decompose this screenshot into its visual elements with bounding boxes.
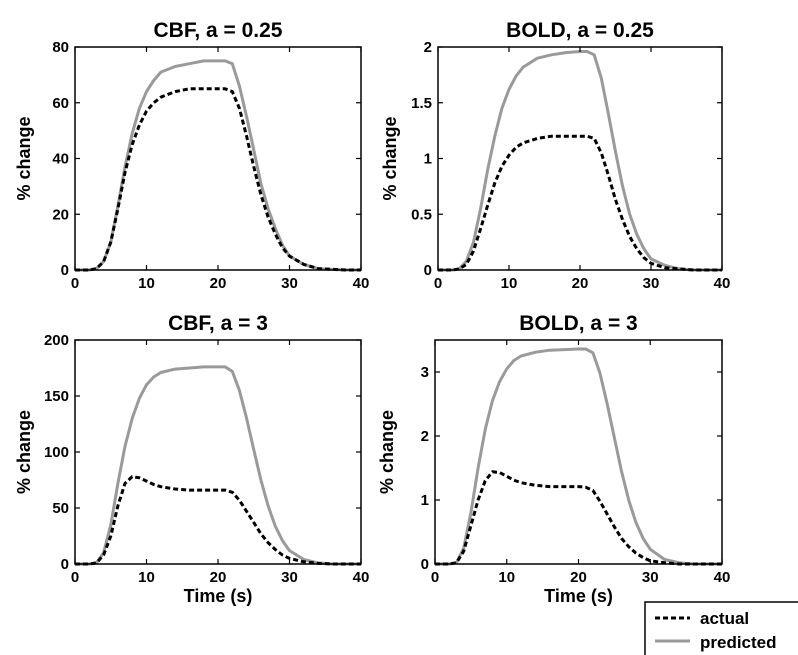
x-tick-label: 10 <box>498 569 515 586</box>
y-tick-label: 0 <box>421 556 429 573</box>
legend-predicted-label: predicted <box>700 633 777 652</box>
x-tick-label: 30 <box>642 569 659 586</box>
x-tick-label: 0 <box>434 275 442 292</box>
x-tick-label: 10 <box>138 569 155 586</box>
plot-frame <box>74 46 362 271</box>
chart-panel-1: 0 10 20 30 40 0 20 40 60 80 CBF, a = 0.25 % change <box>14 19 369 292</box>
y-tick-label: 100 <box>44 444 69 461</box>
plot-frame <box>437 46 723 271</box>
y-axis-label: % change <box>14 410 34 494</box>
series-line-predicted <box>435 347 722 566</box>
y-tick-label: 0 <box>61 556 69 573</box>
x-tick-label: 30 <box>643 275 660 292</box>
series-line-predicted <box>75 59 361 272</box>
series-line-predicted <box>438 50 722 272</box>
y-tick-label: 0 <box>424 262 432 279</box>
x-tick-label: 40 <box>353 569 370 586</box>
y-tick-label: 0.5 <box>411 206 432 223</box>
y-tick-label: 0 <box>61 262 69 279</box>
y-tick-label: 50 <box>52 500 69 517</box>
y-tick-label: 3 <box>421 364 429 381</box>
y-tick-label: 40 <box>52 151 69 168</box>
series-line-predicted <box>75 365 361 566</box>
y-tick-label: 80 <box>52 39 69 56</box>
y-tick-label: 20 <box>52 206 69 223</box>
plot-frame <box>434 339 723 565</box>
y-axis-label: % change <box>380 116 400 200</box>
x-tick-label: 20 <box>210 275 227 292</box>
x-tick-label: 10 <box>138 275 155 292</box>
y-tick-label: 1 <box>421 492 429 509</box>
y-tick-label: 200 <box>44 332 69 349</box>
x-axis-label: Time (s) <box>184 586 253 606</box>
y-tick-label: 1.5 <box>411 95 432 112</box>
y-tick-label: 60 <box>52 95 69 112</box>
x-tick-label: 0 <box>71 569 79 586</box>
y-tick-label: 2 <box>421 428 429 445</box>
x-tick-label: 40 <box>714 569 731 586</box>
x-tick-label: 40 <box>714 275 731 292</box>
y-axis-label: % change <box>377 410 397 494</box>
chart-title: BOLD, a = 3 <box>519 312 637 335</box>
y-tick-label: 2 <box>424 39 432 56</box>
x-tick-label: 20 <box>572 275 589 292</box>
series-line-actual <box>438 134 722 272</box>
chart-panel-2: 0 10 20 30 40 0 0.5 1 1.5 2 BOLD, a = 0.25 % change <box>380 19 730 292</box>
x-tick-label: 10 <box>501 275 518 292</box>
chart-panel-3: 0 10 20 30 40 0 50 100 150 200 CBF, a = 3 % change T… <box>14 312 369 606</box>
series-line-actual <box>75 475 361 566</box>
x-tick-label: 40 <box>353 275 370 292</box>
y-axis-label: % change <box>14 116 34 200</box>
plot-frame <box>74 339 362 565</box>
x-tick-label: 20 <box>570 569 587 586</box>
chart-title: BOLD, a = 0.25 <box>506 19 654 42</box>
x-tick-label: 0 <box>431 569 439 586</box>
x-tick-label: 30 <box>281 275 298 292</box>
series-line-actual <box>75 87 361 272</box>
chart-title: CBF, a = 3 <box>168 312 268 335</box>
x-tick-label: 20 <box>210 569 227 586</box>
series-line-actual <box>435 470 722 566</box>
y-tick-label: 1 <box>424 151 432 168</box>
chart-panel-4: 0 10 20 30 40 0 1 2 3 BOLD, a = 3 % change Time (s) <box>377 312 730 606</box>
x-tick-label: 30 <box>281 569 298 586</box>
chart-title: CBF, a = 0.25 <box>154 19 283 42</box>
legend-box <box>644 601 798 655</box>
x-axis-label: Time (s) <box>544 586 613 606</box>
legend: actual predicted <box>644 601 798 655</box>
x-tick-label: 0 <box>71 275 79 292</box>
legend-actual-label: actual <box>700 609 749 628</box>
y-tick-label: 150 <box>44 388 69 405</box>
